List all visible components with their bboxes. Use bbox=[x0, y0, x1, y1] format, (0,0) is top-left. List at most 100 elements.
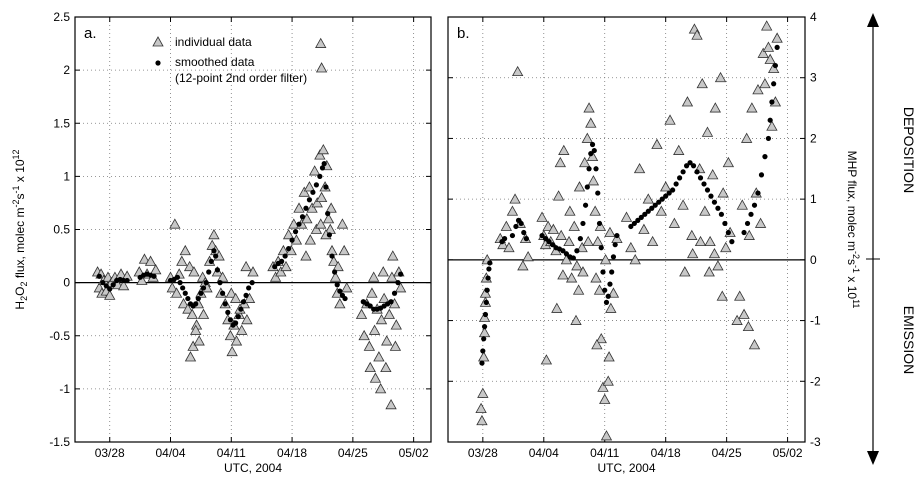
data-point-triangle bbox=[761, 20, 773, 31]
data-point-triangle bbox=[655, 205, 668, 216]
data-point-triangle bbox=[699, 205, 711, 216]
data-point-triangle bbox=[600, 430, 613, 441]
data-point-triangle bbox=[216, 271, 229, 282]
data-point-dot bbox=[546, 239, 552, 245]
data-point-dot bbox=[240, 299, 247, 305]
data-point-triangle bbox=[602, 375, 614, 386]
data-point-triangle bbox=[589, 205, 601, 216]
data-point-triangle bbox=[166, 282, 178, 293]
data-point-triangle bbox=[138, 253, 151, 264]
data-point-triangle bbox=[336, 218, 349, 229]
data-point-dot bbox=[628, 223, 634, 230]
data-point-triangle bbox=[136, 274, 148, 285]
data-point-triangle bbox=[571, 260, 583, 271]
data-point-dot bbox=[235, 314, 241, 320]
data-point-triangle bbox=[557, 269, 569, 280]
data-point-triangle bbox=[197, 308, 210, 319]
y-tick-label: -1 bbox=[59, 382, 70, 396]
data-point-dot bbox=[482, 311, 489, 318]
data-point-triangle bbox=[591, 339, 603, 350]
data-point-triangle bbox=[226, 345, 238, 357]
data-point-triangle bbox=[605, 302, 617, 313]
data-point-triangle bbox=[565, 272, 578, 283]
data-point-triangle bbox=[511, 65, 524, 77]
data-point-dot bbox=[509, 232, 516, 239]
data-point-triangle bbox=[593, 284, 606, 295]
data-point-triangle bbox=[642, 193, 654, 204]
data-point-triangle bbox=[517, 260, 529, 271]
series-smoothed-data bbox=[479, 44, 780, 366]
data-point-dot bbox=[593, 166, 599, 172]
data-point-dot bbox=[642, 211, 648, 217]
data-point-dot bbox=[227, 317, 234, 323]
x-tick-label: 04/04 bbox=[529, 446, 559, 460]
data-point-triangle bbox=[380, 361, 392, 373]
data-point-triangle bbox=[595, 332, 607, 344]
data-point-dot bbox=[588, 151, 594, 157]
data-point-triangle bbox=[375, 313, 388, 325]
data-point-dot bbox=[249, 280, 255, 286]
data-point-triangle bbox=[355, 308, 368, 319]
data-point-dot bbox=[701, 181, 707, 187]
panel-letter: b. bbox=[457, 25, 470, 42]
data-point-triangle bbox=[374, 383, 387, 394]
data-point-dot bbox=[180, 285, 186, 291]
data-point-triangle bbox=[325, 202, 337, 213]
data-point-triangle bbox=[169, 218, 181, 229]
data-point-triangle bbox=[378, 292, 390, 303]
data-point-dot bbox=[203, 280, 209, 286]
data-point-triangle bbox=[208, 228, 220, 240]
data-point-dot bbox=[560, 248, 566, 254]
data-point-dot bbox=[323, 184, 329, 190]
data-point-dot bbox=[200, 285, 207, 291]
data-point-dot bbox=[480, 348, 486, 354]
data-point-triangle bbox=[177, 298, 190, 309]
y-tick-label: 2 bbox=[63, 63, 70, 77]
data-point-triangle bbox=[554, 156, 567, 168]
data-point-triangle bbox=[633, 162, 646, 174]
series-individual-data bbox=[91, 37, 407, 410]
y-tick-label: -0.5 bbox=[49, 329, 70, 343]
data-point-dot bbox=[217, 280, 223, 286]
data-point-dot bbox=[388, 299, 394, 305]
data-point-triangle bbox=[293, 202, 305, 213]
x-tick-label: 05/02 bbox=[399, 446, 429, 460]
data-point-dot bbox=[683, 163, 690, 169]
y-axis-label-part: -2 bbox=[11, 199, 21, 207]
data-point-dot bbox=[521, 229, 527, 236]
data-point-triangle bbox=[300, 250, 312, 261]
legend-marker-dot bbox=[155, 60, 161, 66]
data-point-triangle bbox=[552, 190, 565, 201]
data-point-triangle bbox=[182, 303, 194, 314]
data-point-triangle bbox=[734, 290, 746, 301]
data-point-triangle bbox=[590, 272, 602, 283]
data-point-dot bbox=[485, 275, 491, 281]
data-point-dot bbox=[741, 229, 747, 236]
data-point-dot bbox=[591, 147, 597, 154]
data-point-triangle bbox=[322, 213, 335, 224]
data-point-dot bbox=[289, 237, 295, 243]
data-point-triangle bbox=[500, 220, 513, 231]
x-tick-label: 04/25 bbox=[712, 446, 742, 460]
data-point-triangle bbox=[150, 264, 162, 275]
y-axis-label-part: 11 bbox=[851, 299, 861, 308]
data-point-triangle bbox=[757, 47, 769, 58]
data-point-triangle bbox=[714, 71, 727, 83]
data-point-triangle bbox=[625, 241, 637, 253]
data-point-triangle bbox=[568, 220, 580, 231]
data-point-triangle bbox=[540, 354, 553, 365]
y-tick-label: 2 bbox=[810, 131, 817, 145]
data-point-dot bbox=[513, 223, 519, 230]
data-point-triangle bbox=[708, 247, 721, 259]
data-point-triangle bbox=[586, 150, 599, 162]
data-point-triangle bbox=[478, 351, 490, 362]
data-point-triangle bbox=[298, 186, 310, 197]
data-point-dot bbox=[755, 190, 761, 196]
y-axis-label-part: x 10 bbox=[845, 273, 859, 299]
data-point-triangle bbox=[551, 302, 563, 313]
data-point-triangle bbox=[386, 271, 398, 282]
data-point-triangle bbox=[315, 37, 327, 48]
data-point-dot bbox=[673, 181, 679, 187]
data-point-triangle bbox=[383, 308, 396, 319]
data-point-triangle bbox=[577, 266, 589, 277]
